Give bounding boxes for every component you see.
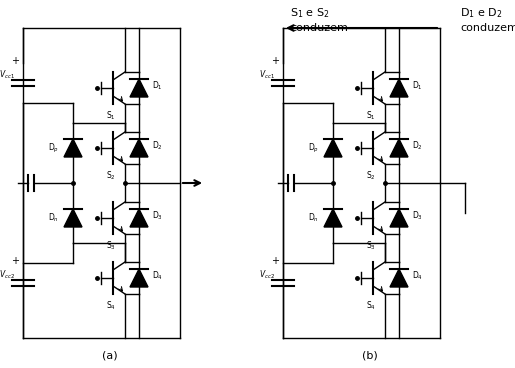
Text: D$_1$: D$_1$ — [152, 80, 163, 92]
Text: $V_{cc1}$: $V_{cc1}$ — [0, 69, 15, 81]
Text: $V_{cc2}$: $V_{cc2}$ — [0, 269, 15, 281]
Text: S$_4$: S$_4$ — [106, 299, 116, 311]
Text: D$_3$: D$_3$ — [412, 210, 423, 222]
Text: S$_2$: S$_2$ — [106, 169, 116, 181]
Text: $V_{cc2}$: $V_{cc2}$ — [259, 269, 275, 281]
Text: D$_n$: D$_n$ — [48, 212, 59, 224]
Text: +: + — [271, 56, 279, 66]
Text: $V_{cc1}$: $V_{cc1}$ — [259, 69, 275, 81]
Polygon shape — [324, 209, 342, 227]
Text: S$_1$: S$_1$ — [366, 109, 376, 121]
Polygon shape — [130, 209, 148, 227]
Text: +: + — [11, 256, 19, 266]
Text: S$_3$: S$_3$ — [366, 239, 376, 251]
Text: D$_p$: D$_p$ — [308, 141, 319, 155]
Text: D$_1$: D$_1$ — [412, 80, 423, 92]
Text: conduzem: conduzem — [460, 23, 515, 33]
Polygon shape — [324, 139, 342, 157]
Text: D$_n$: D$_n$ — [308, 212, 319, 224]
Text: D$_4$: D$_4$ — [152, 270, 163, 282]
Text: conduzem: conduzem — [290, 23, 348, 33]
Text: S$_1$ e S$_2$: S$_1$ e S$_2$ — [290, 6, 330, 20]
Polygon shape — [64, 209, 82, 227]
Polygon shape — [390, 269, 408, 287]
Text: (b): (b) — [362, 350, 378, 360]
Text: (a): (a) — [102, 350, 118, 360]
Text: D$_3$: D$_3$ — [152, 210, 163, 222]
Text: S$_3$: S$_3$ — [106, 239, 116, 251]
Text: D$_2$: D$_2$ — [152, 140, 163, 152]
Text: D$_1$ e D$_2$: D$_1$ e D$_2$ — [460, 6, 503, 20]
Text: S$_1$: S$_1$ — [106, 109, 116, 121]
Polygon shape — [130, 139, 148, 157]
Polygon shape — [390, 139, 408, 157]
Text: S$_4$: S$_4$ — [366, 299, 376, 311]
Text: D$_4$: D$_4$ — [412, 270, 423, 282]
Text: +: + — [271, 256, 279, 266]
Text: D$_p$: D$_p$ — [48, 141, 59, 155]
Polygon shape — [390, 209, 408, 227]
Text: +: + — [11, 56, 19, 66]
Text: D$_2$: D$_2$ — [412, 140, 423, 152]
Text: S$_2$: S$_2$ — [366, 169, 376, 181]
Polygon shape — [130, 269, 148, 287]
Polygon shape — [64, 139, 82, 157]
Polygon shape — [390, 79, 408, 97]
Polygon shape — [130, 79, 148, 97]
